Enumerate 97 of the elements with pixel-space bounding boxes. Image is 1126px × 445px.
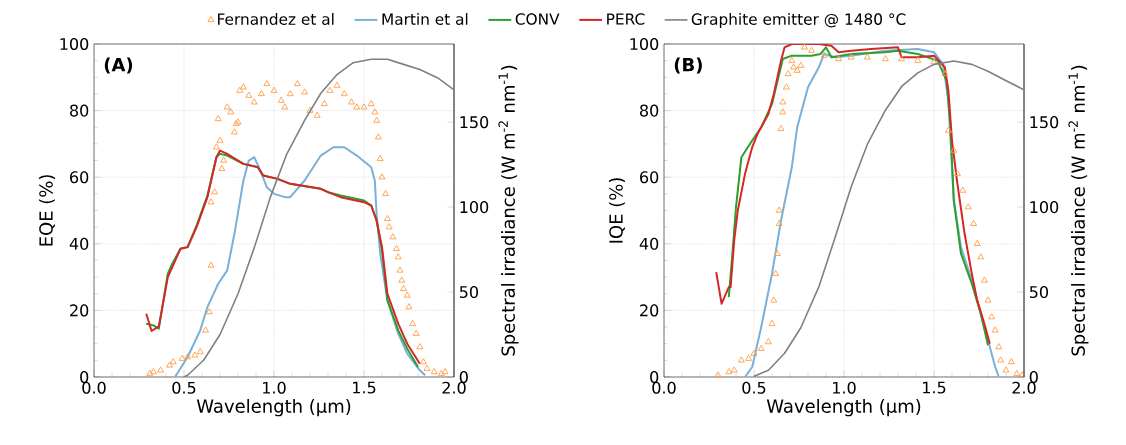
y2-tick-label: 0 [459, 370, 468, 384]
point [770, 296, 778, 303]
point [980, 276, 988, 283]
y2-tick-label: 50 [459, 285, 479, 299]
point [714, 371, 722, 378]
point [881, 55, 889, 62]
point [835, 55, 843, 62]
y-tick-label: 100 [60, 37, 89, 51]
y2-tick-label: 100 [1030, 201, 1059, 214]
x-tick-label: 1.0 [263, 381, 286, 394]
legend-label: PERC [607, 13, 645, 25]
x-tick-label: 0.0 [652, 381, 676, 394]
x-tick-label: 1.5 [923, 381, 946, 394]
line-series [183, 58, 455, 377]
y-tick-label: 60 [640, 171, 659, 184]
y-tick-label: 20 [640, 304, 659, 317]
legend-label: CONV [515, 13, 560, 25]
point [775, 219, 783, 227]
y-tick-label: 60 [70, 171, 89, 184]
annotation: (A) [104, 57, 133, 74]
x-tick-label: 2.0 [1012, 381, 1036, 394]
point [764, 338, 772, 345]
point [775, 206, 783, 213]
point [1013, 369, 1021, 376]
point [757, 344, 765, 351]
point [970, 219, 978, 227]
point [768, 319, 776, 326]
legend-label: Martin et al [382, 13, 468, 25]
legend-label: Graphite emitter @ 1480 °C [691, 13, 906, 28]
y-tick-label: 20 [70, 304, 89, 317]
point [988, 313, 996, 320]
x-axis-title: Wavelength (µm) [196, 398, 351, 417]
legend-label: Fernandez et al [218, 13, 334, 25]
x-axis-title: Wavelength (µm) [766, 398, 921, 417]
point [953, 169, 961, 177]
x-tick-label: 0.0 [82, 381, 106, 394]
point [797, 61, 805, 68]
y-tick-label: 40 [69, 237, 89, 250]
point [847, 53, 855, 60]
y-tick-label: 0 [650, 370, 659, 384]
y2-axis-title: Spectral irradiance (W m$^{-2}$ nm$^{-1}$) [1068, 65, 1089, 356]
point [1018, 371, 1026, 378]
y-axis-title: EQE (%) [38, 175, 55, 246]
y2-tick-label: 50 [1029, 285, 1049, 299]
point [977, 253, 985, 260]
y2-tick-label: 100 [460, 201, 489, 214]
point [773, 249, 781, 256]
point [930, 58, 938, 65]
point [745, 354, 753, 361]
point [950, 146, 958, 153]
x-tick-label: 0.5 [172, 381, 196, 394]
point [997, 356, 1005, 363]
point [808, 46, 816, 53]
x-tick-label: 1.5 [353, 381, 376, 394]
point [750, 349, 758, 356]
point [820, 51, 828, 58]
y-tick-label: 80 [70, 104, 89, 117]
point [730, 366, 738, 373]
point [777, 124, 785, 132]
y2-tick-label: 150 [1030, 116, 1059, 129]
point [898, 55, 906, 62]
point [772, 269, 780, 276]
point [995, 343, 1003, 350]
y2-tick-label: 150 [460, 116, 489, 129]
point [914, 56, 922, 63]
point [790, 63, 798, 70]
point [737, 356, 745, 363]
annotation: (B) [674, 57, 702, 74]
y-tick-label: 100 [630, 37, 659, 51]
point [973, 239, 981, 246]
point [863, 53, 871, 60]
y-tick-label: 0 [80, 370, 89, 384]
y-tick-label: 40 [639, 237, 659, 250]
point [984, 296, 992, 303]
y-tick-label: 80 [640, 104, 659, 117]
point [779, 98, 787, 105]
point [991, 326, 999, 333]
point [788, 56, 796, 63]
point [959, 186, 967, 193]
point [944, 126, 952, 133]
point [779, 108, 787, 115]
point [725, 368, 733, 375]
y2-tick-label: 0 [1029, 370, 1038, 384]
point [793, 66, 801, 73]
x-tick-label: 1.0 [833, 381, 856, 394]
point [1007, 358, 1015, 365]
point [1002, 366, 1010, 373]
y-axis-title: IQE (%) [608, 178, 625, 243]
point [800, 43, 808, 50]
y2-axis-title: Spectral irradiance (W m$^{-2}$ nm$^{-1}$) [498, 65, 519, 356]
x-tick-label: 0.5 [742, 381, 766, 394]
line-series [174, 146, 427, 377]
point [782, 83, 790, 90]
point [964, 203, 972, 210]
point [941, 70, 949, 77]
point [784, 70, 792, 77]
x-tick-label: 2.0 [442, 381, 466, 394]
